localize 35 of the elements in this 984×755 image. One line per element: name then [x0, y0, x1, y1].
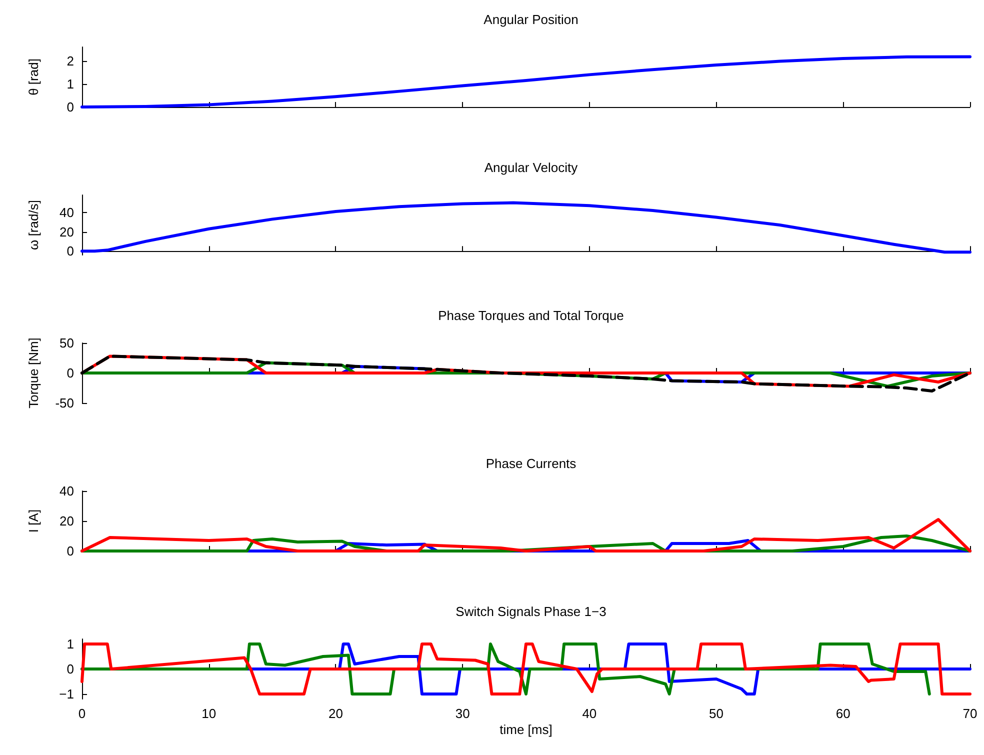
y-tick-label: 50 — [60, 336, 74, 350]
line-series — [80, 201, 972, 254]
y-tick-label: −1 — [59, 686, 74, 702]
y-tick-label: 0 — [66, 100, 74, 114]
y-tick-label: 40 — [60, 484, 74, 498]
x-tick-label: 0 — [78, 706, 86, 721]
x-tick-label: 40 — [582, 706, 597, 721]
x-tick-label: 10 — [202, 706, 216, 721]
chart-title: Angular Position — [484, 12, 578, 27]
y-tick-label: 0 — [66, 544, 74, 558]
y-axis-title: θ [rad] — [26, 58, 41, 96]
y-tick-label: 0 — [66, 244, 74, 259]
y-tick-label: -50 — [55, 396, 74, 410]
chart-title: Switch Signals Phase 1−3 — [456, 604, 606, 619]
y-tick-label: 40 — [60, 204, 74, 220]
y-tick-label: 0 — [66, 366, 74, 380]
x-tick-label: 70 — [962, 706, 978, 721]
chart-title: Phase Torques and Total Torque — [438, 308, 624, 323]
x-tick-label: 30 — [455, 706, 470, 721]
y-axis-title: ω [rad/s] — [26, 200, 41, 250]
x-axis-title: time [ms] — [500, 722, 552, 737]
y-tick-label: 1 — [66, 76, 74, 92]
x-tick-label: 20 — [328, 706, 343, 721]
y-tick-label: 20 — [60, 224, 74, 240]
chart-title: Angular Velocity — [484, 160, 578, 175]
y-tick-label: 1 — [66, 636, 74, 652]
x-tick-label: 50 — [709, 706, 724, 721]
y-tick-label: 20 — [60, 514, 74, 528]
y-axis-title: Torque [Nm] — [26, 338, 41, 408]
x-tick-label: 60 — [836, 706, 850, 721]
chart-title: Phase Currents — [486, 456, 577, 471]
y-axis-title: I [A] — [26, 509, 41, 533]
line-series — [80, 518, 972, 552]
y-tick-label: 0 — [66, 662, 74, 676]
y-tick-label: 2 — [66, 53, 74, 68]
